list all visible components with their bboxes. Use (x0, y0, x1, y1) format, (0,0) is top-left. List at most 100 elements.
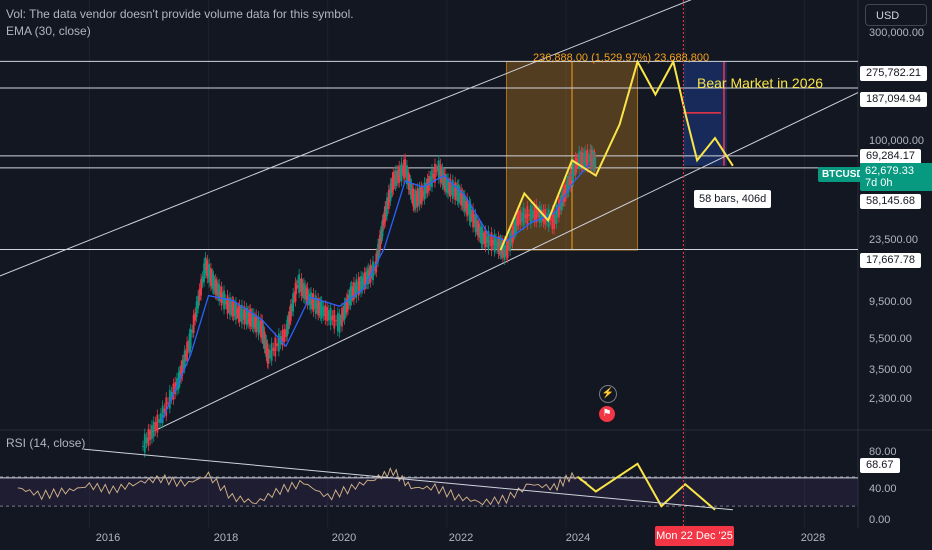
price-tick: 5,500.00 (869, 333, 912, 345)
projection-series (499, 58, 734, 251)
current-price-tag: 62,679.33 7d 0h (860, 163, 932, 191)
candle-body (267, 348, 270, 365)
candle-body (283, 328, 286, 342)
candle-body (159, 413, 162, 424)
candle-body (318, 302, 321, 314)
candle-body (467, 208, 470, 210)
candle-body (233, 305, 236, 316)
candle-body (311, 298, 314, 305)
candle-body (459, 191, 461, 200)
candle-body (469, 204, 472, 223)
level-tag[interactable]: 275,782.21 (860, 66, 928, 81)
candle-body (161, 405, 164, 424)
candle-body (299, 283, 302, 288)
candle-body (404, 158, 407, 178)
rsi-tick: 80.00 (869, 446, 897, 458)
candle-body (248, 310, 250, 324)
candle-body (179, 370, 181, 383)
candle-body (364, 273, 367, 285)
candle-body (307, 294, 310, 301)
candle-body (322, 306, 325, 317)
candle-body (406, 165, 408, 185)
flag-event-icon[interactable]: ⚑ (599, 406, 615, 422)
candle-body (331, 315, 334, 321)
candle-body (565, 184, 567, 197)
candle-body (242, 314, 244, 316)
candle-body (225, 303, 228, 305)
candle-body (448, 182, 451, 192)
candle-body (360, 276, 362, 293)
candle-body (493, 234, 496, 252)
candle-body (246, 311, 249, 323)
candle-body (460, 189, 463, 206)
candle-body (450, 187, 453, 191)
candle-body (473, 218, 476, 223)
candle-body (344, 302, 347, 314)
candle-body (232, 301, 235, 317)
candle-body (351, 287, 354, 297)
candle-body (343, 302, 346, 320)
candle-body (238, 304, 241, 322)
candle-body (505, 249, 508, 255)
candle-body (201, 276, 204, 284)
candle-body (189, 329, 192, 349)
candle-body (574, 157, 577, 176)
candle-body (186, 341, 188, 361)
candle-body (310, 292, 312, 309)
candle-body (300, 278, 303, 297)
candle-body (226, 295, 229, 314)
candle-body (455, 187, 458, 197)
candle-body (453, 188, 455, 192)
candle-body (314, 295, 317, 315)
candle-body (540, 209, 543, 222)
candle-body (158, 419, 160, 423)
candle-body (468, 201, 471, 221)
candle-body (531, 210, 534, 218)
candle-body (295, 284, 298, 290)
candle-body (167, 402, 169, 404)
candle-body (269, 349, 271, 359)
candle-body (490, 232, 493, 252)
candle-body (368, 270, 371, 279)
rsi-legend[interactable]: RSI (14, close) (6, 436, 86, 450)
candle-body (258, 326, 261, 328)
candle-body (447, 178, 449, 194)
ema-legend[interactable]: EMA (30, close) (6, 24, 91, 38)
candle-body (587, 158, 590, 160)
time-tick: 2018 (213, 532, 239, 544)
candle-body (272, 347, 275, 351)
candle-body (492, 239, 494, 245)
candle-body (357, 277, 360, 296)
lightning-icon[interactable]: ⚡ (599, 385, 617, 403)
candle-body (425, 183, 427, 194)
candle-body (180, 365, 183, 379)
candle-body (510, 235, 513, 242)
candle-body (172, 383, 175, 400)
candle-body (302, 283, 305, 299)
currency-button[interactable]: USD (865, 4, 927, 26)
candle-body (578, 151, 581, 170)
date-range-box (683, 61, 727, 166)
candle-body (281, 330, 284, 346)
candle-body (149, 429, 152, 441)
candle-body (585, 155, 588, 162)
level-tag[interactable]: 187,094.94 (860, 92, 928, 107)
candle-body (395, 170, 398, 184)
level-tag[interactable]: 58,145.68 (860, 194, 921, 209)
candle-body (572, 162, 575, 182)
candle-body (426, 179, 429, 193)
level-tag[interactable]: 17,667.78 (860, 253, 921, 268)
candle-body (294, 282, 297, 302)
time-tick: 2028 (800, 532, 826, 544)
bear-market-text[interactable]: Bear Market in 2026 (697, 75, 824, 91)
level-tag[interactable]: 69,284.17 (860, 149, 921, 164)
candle-body (580, 152, 583, 168)
candle-body (484, 230, 487, 248)
candle-body (516, 216, 519, 226)
candle-body (237, 307, 240, 319)
candle-body (562, 190, 565, 203)
trend-line (148, 92, 859, 434)
volume-note: Vol: The data vendor doesn't provide vol… (6, 7, 354, 21)
candle-body (292, 293, 295, 312)
